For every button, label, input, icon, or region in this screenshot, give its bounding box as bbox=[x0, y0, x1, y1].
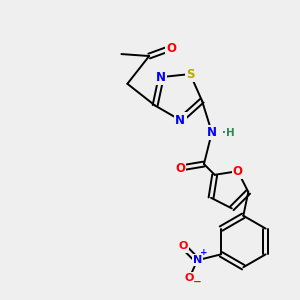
Text: S: S bbox=[186, 68, 194, 81]
Text: N: N bbox=[193, 255, 202, 265]
Text: O: O bbox=[166, 42, 176, 55]
Text: O: O bbox=[175, 161, 185, 175]
Text: O: O bbox=[184, 273, 194, 283]
Text: ·H: ·H bbox=[222, 128, 235, 138]
Text: +: + bbox=[200, 248, 208, 257]
Text: O: O bbox=[179, 242, 188, 251]
Text: N: N bbox=[207, 126, 217, 139]
Text: O: O bbox=[233, 165, 243, 178]
Text: N: N bbox=[156, 70, 166, 84]
Text: N: N bbox=[175, 114, 185, 127]
Text: −: − bbox=[193, 277, 202, 287]
